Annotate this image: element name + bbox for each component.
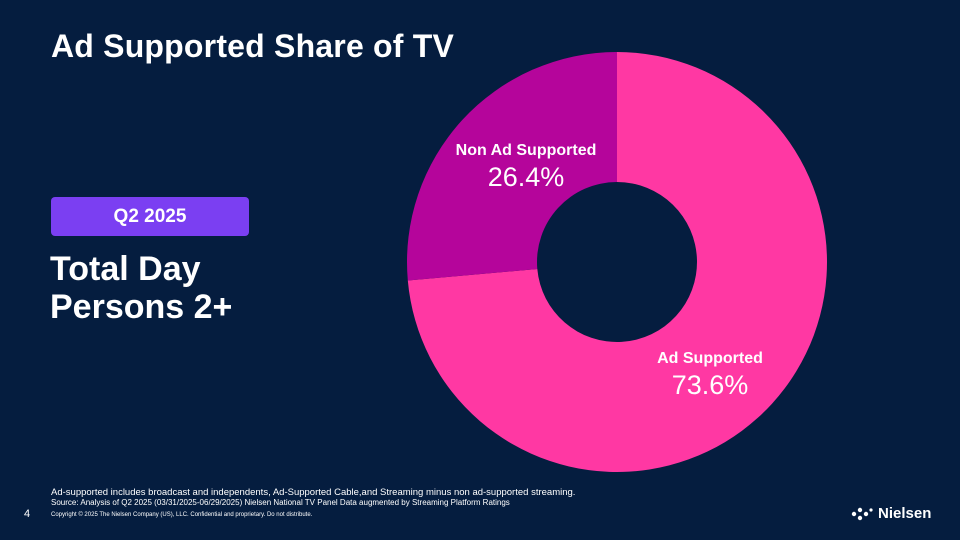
audience-subtitle: Total Day Persons 2+ [50, 250, 232, 326]
slice-label-group: Non Ad Supported 26.4% [456, 142, 597, 192]
footnote: Ad-supported includes broadcast and inde… [51, 487, 576, 498]
source-note: Source: Analysis of Q2 2025 (03/31/2025-… [51, 498, 510, 507]
nielsen-dots-logo-icon [851, 507, 873, 520]
slice-label-name: Non Ad Supported [456, 142, 597, 159]
donut-slice-ad-supported [407, 52, 828, 473]
slide-title: Ad Supported Share of TV [51, 28, 455, 64]
page-number: 4 [24, 508, 31, 520]
slice-label-name: Ad Supported [657, 350, 763, 367]
slice-label-value: 26.4% [488, 162, 565, 192]
period-badge: Q2 2025 [51, 197, 249, 236]
subtitle-line-2: Persons 2+ [50, 288, 233, 326]
brand-name: Nielsen [878, 505, 932, 522]
slice-label-value: 73.6% [672, 370, 749, 400]
copyright-note: Copyright © 2025 The Nielsen Company (US… [51, 512, 313, 518]
slice-label-group: Ad Supported 73.6% [657, 350, 763, 400]
subtitle-line-1: Total Day [50, 250, 201, 288]
nielsen-logo: Nielsen [851, 505, 931, 522]
donut-slice-non-ad-supported [407, 52, 617, 281]
